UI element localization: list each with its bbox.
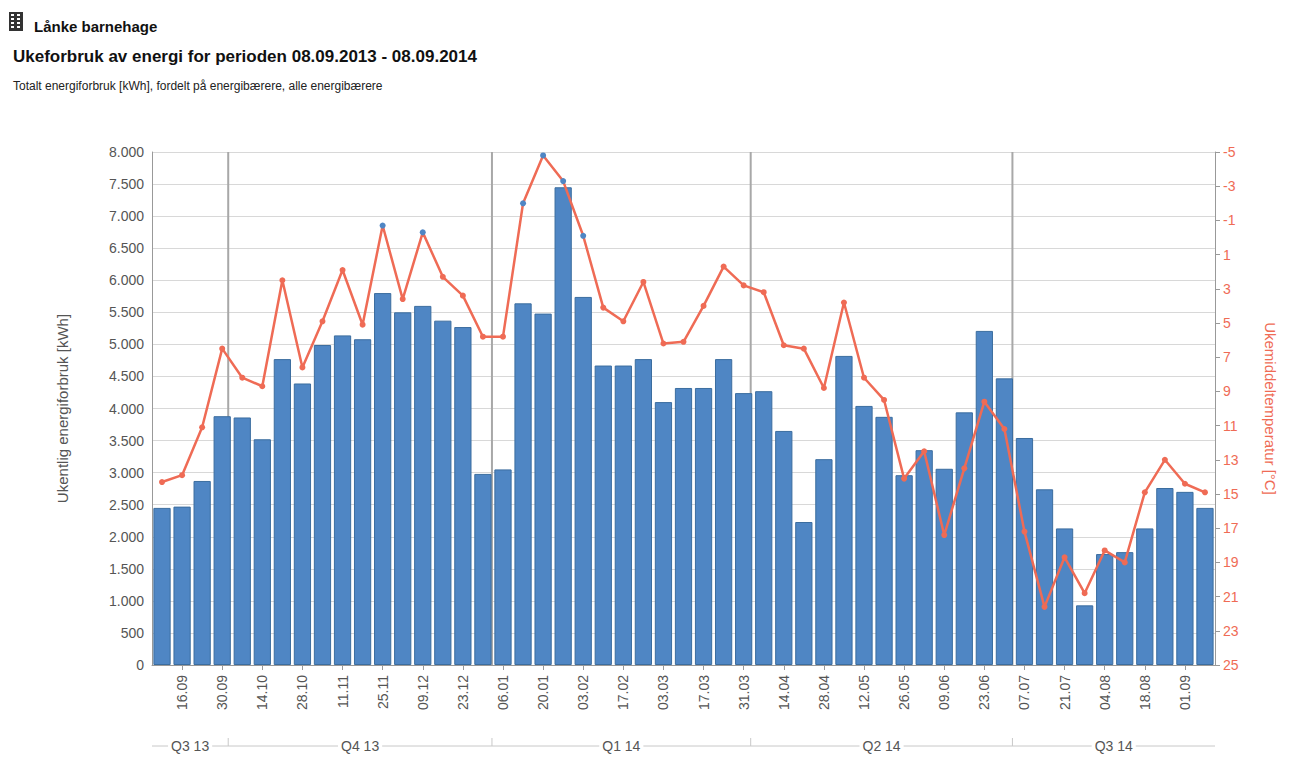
svg-text:Totalt energiforbruk [kWh], fo: Totalt energiforbruk [kWh], fordelt på e… — [13, 79, 383, 93]
svg-text:4.500: 4.500 — [109, 368, 144, 384]
svg-text:5: 5 — [1223, 315, 1231, 331]
svg-text:6.500: 6.500 — [109, 240, 144, 256]
svg-text:17.02: 17.02 — [615, 675, 631, 710]
svg-text:17.03: 17.03 — [696, 675, 712, 710]
svg-text:Lånke barnehage: Lånke barnehage — [34, 18, 157, 35]
svg-text:Q3 13: Q3 13 — [171, 738, 209, 754]
svg-text:28.04: 28.04 — [816, 675, 832, 710]
svg-text:15: 15 — [1223, 486, 1239, 502]
svg-text:26.05: 26.05 — [896, 675, 912, 710]
svg-text:8.000: 8.000 — [109, 144, 144, 160]
svg-text:20.01: 20.01 — [535, 675, 551, 710]
svg-text:1.500: 1.500 — [109, 561, 144, 577]
svg-text:7.000: 7.000 — [109, 208, 144, 224]
svg-text:09.12: 09.12 — [415, 675, 431, 710]
svg-text:Ukentlig energiforbruk [kWh]: Ukentlig energiforbruk [kWh] — [54, 314, 71, 503]
svg-text:06.01: 06.01 — [495, 675, 511, 710]
svg-text:01.09: 01.09 — [1177, 675, 1193, 710]
svg-text:4.000: 4.000 — [109, 401, 144, 417]
svg-text:28.10: 28.10 — [294, 675, 310, 710]
svg-text:23.12: 23.12 — [455, 675, 471, 710]
svg-text:23: 23 — [1223, 623, 1239, 639]
svg-text:04.08: 04.08 — [1097, 675, 1113, 710]
svg-text:-3: -3 — [1223, 178, 1236, 194]
svg-text:7: 7 — [1223, 349, 1231, 365]
svg-text:5.000: 5.000 — [109, 336, 144, 352]
svg-text:Q4 13: Q4 13 — [341, 738, 379, 754]
svg-text:Ukemiddeltemperatur [°C]: Ukemiddeltemperatur [°C] — [1262, 322, 1279, 495]
svg-text:31.03: 31.03 — [736, 675, 752, 710]
svg-text:17: 17 — [1223, 520, 1239, 536]
svg-text:3.000: 3.000 — [109, 465, 144, 481]
svg-text:03.02: 03.02 — [575, 675, 591, 710]
svg-text:6.000: 6.000 — [109, 272, 144, 288]
svg-text:3: 3 — [1223, 281, 1231, 297]
svg-text:9: 9 — [1223, 383, 1231, 399]
svg-text:500: 500 — [121, 625, 145, 641]
svg-text:11: 11 — [1223, 418, 1238, 434]
svg-text:Q1 14: Q1 14 — [602, 738, 640, 754]
svg-text:14.04: 14.04 — [776, 675, 792, 710]
svg-text:09.06: 09.06 — [936, 675, 952, 710]
svg-text:14.10: 14.10 — [254, 675, 270, 710]
svg-text:21.07: 21.07 — [1057, 675, 1073, 710]
svg-text:2.500: 2.500 — [109, 497, 144, 513]
svg-text:12.05: 12.05 — [856, 675, 872, 710]
svg-text:1: 1 — [1223, 247, 1231, 263]
svg-text:21: 21 — [1223, 589, 1239, 605]
svg-text:Q3 14: Q3 14 — [1095, 738, 1133, 754]
svg-text:-5: -5 — [1223, 144, 1236, 160]
svg-text:16.09: 16.09 — [174, 675, 190, 710]
svg-text:07.07: 07.07 — [1016, 675, 1032, 710]
svg-text:19: 19 — [1223, 554, 1239, 570]
svg-text:13: 13 — [1223, 452, 1239, 468]
svg-text:2.000: 2.000 — [109, 529, 144, 545]
svg-text:1.000: 1.000 — [109, 593, 144, 609]
svg-text:-1: -1 — [1223, 212, 1236, 228]
svg-text:11.11: 11.11 — [335, 675, 351, 708]
svg-text:Ukeforbruk av energi for perio: Ukeforbruk av energi for perioden 08.09.… — [13, 47, 477, 66]
svg-text:3.500: 3.500 — [109, 433, 144, 449]
svg-text:18.08: 18.08 — [1137, 675, 1153, 710]
svg-text:25: 25 — [1223, 657, 1239, 673]
svg-text:7.500: 7.500 — [109, 176, 144, 192]
svg-text:23.06: 23.06 — [976, 675, 992, 710]
svg-text:25.11: 25.11 — [375, 675, 391, 709]
svg-text:03.03: 03.03 — [655, 675, 671, 710]
svg-text:0: 0 — [136, 657, 144, 673]
svg-text:5.500: 5.500 — [109, 304, 144, 320]
svg-text:Q2 14: Q2 14 — [862, 738, 900, 754]
svg-text:30.09: 30.09 — [214, 675, 230, 710]
